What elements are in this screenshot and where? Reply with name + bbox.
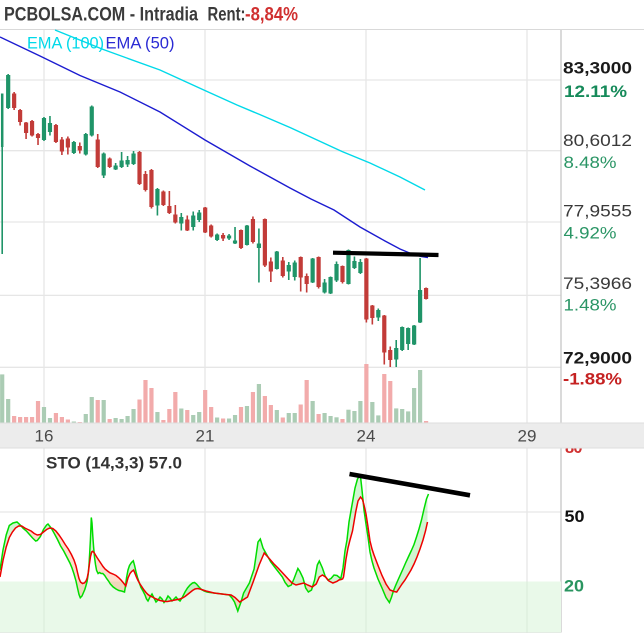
- svg-text:80,6012: 80,6012: [563, 132, 632, 150]
- svg-text:-8,84%: -8,84%: [245, 5, 298, 26]
- svg-text:4.92%: 4.92%: [564, 224, 617, 242]
- svg-text:21: 21: [196, 427, 215, 446]
- svg-text:72,9000: 72,9000: [563, 349, 632, 367]
- svg-text:STO (14,3,3) 57.0: STO (14,3,3) 57.0: [46, 455, 182, 473]
- svg-text:24: 24: [357, 427, 376, 446]
- svg-text:75,3966: 75,3966: [563, 275, 632, 293]
- svg-text:EMA (50): EMA (50): [106, 35, 175, 53]
- svg-text:PCBOLSA.COM - Intradia: PCBOLSA.COM - Intradia: [4, 5, 198, 26]
- svg-text:16: 16: [35, 427, 54, 446]
- svg-text:50: 50: [565, 507, 585, 526]
- svg-text:12.11%: 12.11%: [564, 82, 627, 101]
- svg-text:20: 20: [564, 577, 584, 596]
- svg-text:29: 29: [518, 427, 537, 446]
- svg-text:1.48%: 1.48%: [564, 296, 617, 314]
- svg-text:EMA (100): EMA (100): [27, 35, 104, 53]
- svg-text:77,9555: 77,9555: [563, 202, 632, 220]
- svg-text:Rent:: Rent:: [208, 5, 246, 26]
- svg-text:83,3000: 83,3000: [563, 60, 632, 78]
- svg-text:8.48%: 8.48%: [564, 154, 617, 172]
- svg-text:-1.88%: -1.88%: [563, 370, 622, 389]
